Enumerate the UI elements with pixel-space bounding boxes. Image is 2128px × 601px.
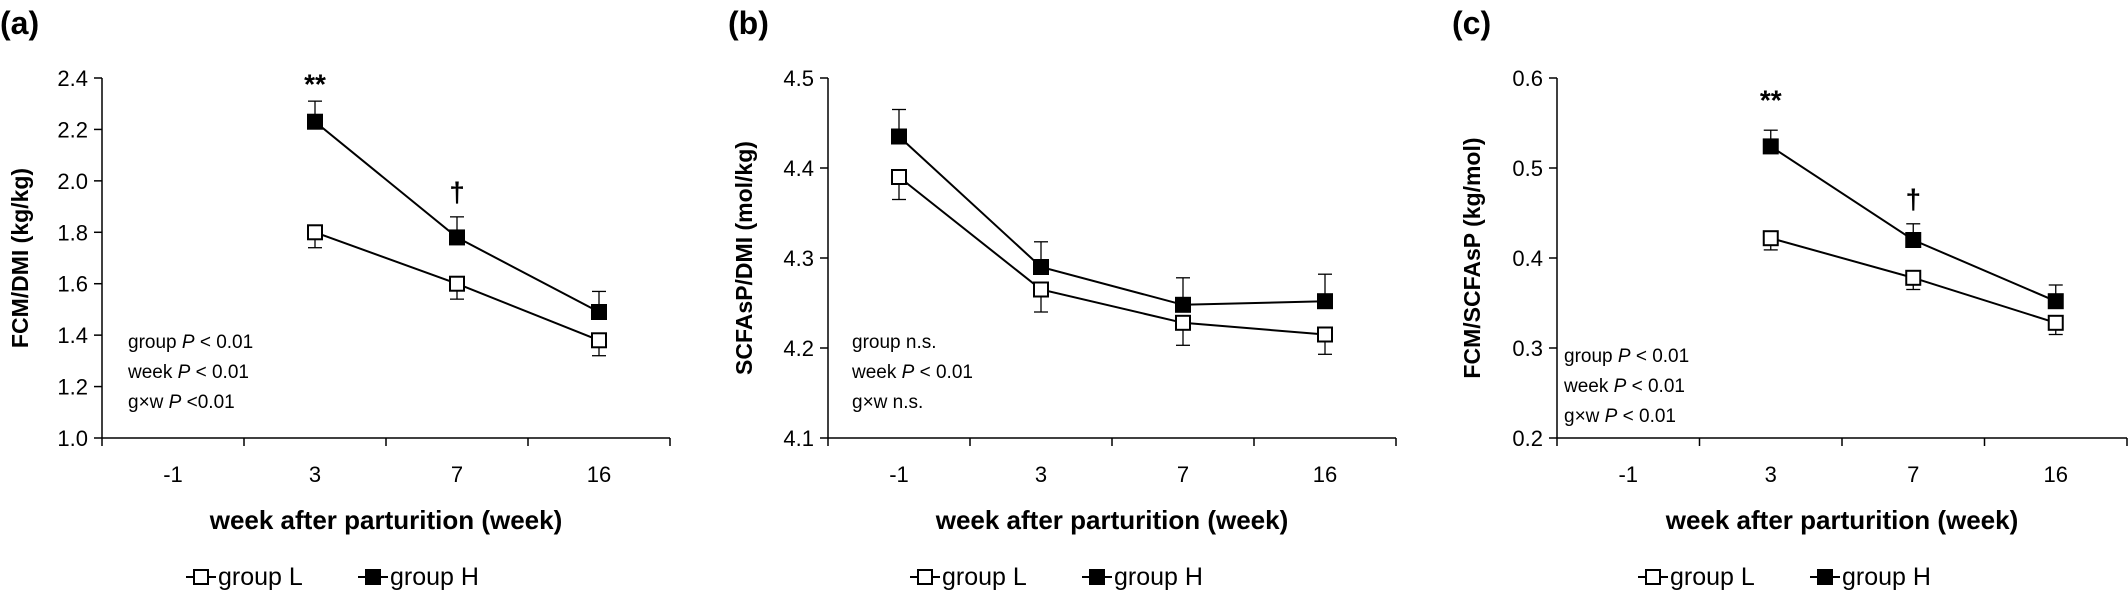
stats-line: group P < 0.01 <box>1564 346 1689 367</box>
y-tick-label: 1.0 <box>57 426 88 451</box>
data-point <box>1317 293 1333 310</box>
y-tick-label: 1.8 <box>57 220 88 245</box>
data-point <box>2047 314 2064 331</box>
chart-panel-2: (b) 4.1 4.2 4.3 4.4 4.5 -1 3 7 16 SCFAsP/DMI (mol/… <box>728 5 1397 591</box>
data-point <box>449 229 465 246</box>
significance-marker: † <box>1905 184 1921 215</box>
data-point <box>891 169 907 185</box>
stats-line: g×w P < 0.01 <box>1564 406 1676 427</box>
x-tick-label: 16 <box>1313 462 1337 487</box>
data-point <box>1033 259 1049 275</box>
data-point <box>1317 326 1333 343</box>
y-tick-label: 1.6 <box>57 272 88 297</box>
legend: group L group H <box>1638 563 1931 591</box>
data-point <box>1175 314 1191 331</box>
y-tick-label: 0.5 <box>1512 156 1543 181</box>
y-tick-label: 2.0 <box>57 169 88 194</box>
legend-marker <box>1089 569 1105 585</box>
stats-line: g×w n.s. <box>852 392 923 413</box>
significance-marker: ** <box>1760 85 1782 116</box>
x-tick-label: 3 <box>1765 462 1777 487</box>
y-tick-label: 0.2 <box>1512 426 1543 451</box>
y-tick-label: 4.4 <box>783 156 814 181</box>
x-tick-label: 7 <box>451 462 463 487</box>
stats-line: group P < 0.01 <box>128 332 253 353</box>
data-point <box>891 128 907 145</box>
y-tick-label: 4.3 <box>783 246 814 271</box>
y-axis-label: FCM/DMI (kg/kg) <box>7 168 33 348</box>
y-tick-label: 0.6 <box>1512 66 1543 91</box>
legend-marker <box>1817 569 1833 585</box>
chart-panel-3: (c) 0.2 0.3 0.4 0.5 0.6 -1 3 7 16 FCM/SCFAsP (kg/m… <box>1452 5 2128 591</box>
x-tick-label: 16 <box>587 462 611 487</box>
x-tick-label: 3 <box>309 462 321 487</box>
panel-label: (b) <box>728 5 769 41</box>
data-point <box>1033 281 1049 298</box>
legend-label: group H <box>390 563 479 591</box>
stats-line: group n.s. <box>852 332 937 353</box>
y-tick-label: 4.2 <box>783 336 814 361</box>
y-tick-label: 2.4 <box>57 66 88 91</box>
legend-label: group H <box>1842 563 1931 591</box>
data-point <box>307 224 323 241</box>
y-axis-label: FCM/SCFAsP (kg/mol) <box>1459 137 1485 378</box>
legend-label: group L <box>1670 563 1755 591</box>
legend-marker <box>1645 569 1661 585</box>
data-point <box>307 113 323 130</box>
data-point <box>449 275 465 292</box>
x-tick-label: 3 <box>1035 462 1047 487</box>
legend: group L group H <box>186 563 479 591</box>
data-point <box>1762 230 1779 247</box>
legend-label: group L <box>942 563 1027 591</box>
data-point <box>591 332 607 349</box>
x-tick-label: 7 <box>1907 462 1919 487</box>
legend-marker <box>193 569 209 585</box>
y-tick-label: 0.3 <box>1512 336 1543 361</box>
x-tick-label: -1 <box>1618 462 1638 487</box>
data-point <box>2047 293 2064 310</box>
stats-line: week P < 0.01 <box>851 362 973 383</box>
y-tick-label: 1.2 <box>57 375 88 400</box>
panel-label: (a) <box>0 5 39 41</box>
x-tick-label: 16 <box>2044 462 2068 487</box>
panel-label: (c) <box>1452 5 1491 41</box>
legend-label: group H <box>1114 563 1203 591</box>
y-tick-label: 4.5 <box>783 66 814 91</box>
data-point <box>1905 269 1922 286</box>
x-tick-label: 7 <box>1177 462 1189 487</box>
data-point <box>1175 296 1191 313</box>
stats-line: week P < 0.01 <box>127 362 249 383</box>
stats-line: week P < 0.01 <box>1563 376 1685 397</box>
legend-label: group L <box>218 563 303 591</box>
x-axis-label: week after parturition (week) <box>209 505 563 535</box>
data-point <box>1762 138 1779 155</box>
stats-line: g×w P <0.01 <box>128 392 235 413</box>
data-point <box>591 304 607 320</box>
x-tick-label: -1 <box>889 462 909 487</box>
legend: group L group H <box>910 563 1203 591</box>
y-tick-label: 4.1 <box>783 426 814 451</box>
y-tick-label: 1.4 <box>57 323 88 348</box>
y-tick-label: 0.4 <box>1512 246 1543 271</box>
chart-panel-1: (a) 1.0 1.2 1.4 1.6 1.8 2.0 2.2 2.4 -1 3 7 16 FCM/DMI… <box>0 5 671 591</box>
x-axis-label: week after parturition (week) <box>935 505 1289 535</box>
y-axis-label: SCFAsP/DMI (mol/kg) <box>731 141 757 375</box>
x-axis-label: week after parturition (week) <box>1665 505 2019 535</box>
significance-marker: ** <box>304 68 326 99</box>
series-line-group-L <box>898 176 1326 336</box>
data-point <box>1905 232 1922 248</box>
legend-marker <box>365 569 381 585</box>
y-tick-label: 2.2 <box>57 117 88 142</box>
legend-marker <box>917 569 933 585</box>
series-line-group-H <box>898 135 1326 306</box>
x-tick-label: -1 <box>163 462 183 487</box>
significance-marker: † <box>449 176 465 207</box>
